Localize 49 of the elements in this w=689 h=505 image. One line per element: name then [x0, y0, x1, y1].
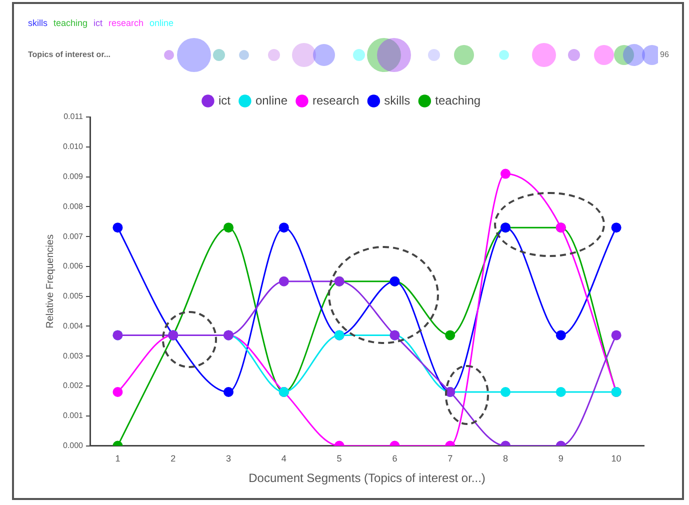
- y-tick-label: 0.006: [62, 262, 84, 271]
- text: teaching: [54, 18, 88, 28]
- text: online: [150, 18, 174, 28]
- point: [224, 222, 234, 233]
- y-tick-label: 0.001: [62, 411, 84, 420]
- x-tick-label: 3: [226, 454, 232, 464]
- y-axis-title: Relative Frequencies: [44, 234, 56, 328]
- y-tick-label: 0.003: [62, 351, 84, 360]
- y-tick-label: 0.005: [62, 292, 84, 301]
- text: research: [108, 18, 144, 28]
- point: [500, 386, 511, 397]
- x-axis-title: Document Segments (Topics of interest or...): [248, 471, 486, 486]
- x-tick-label: 6: [392, 454, 398, 464]
- x-tick-label: 1: [115, 454, 120, 464]
- point: [278, 276, 289, 286]
- y-tick-label: 0.000: [62, 441, 84, 450]
- y-tick-label: 0.004: [62, 321, 84, 330]
- point: [500, 168, 511, 179]
- legend-label: teaching: [435, 93, 481, 108]
- point: [224, 386, 234, 397]
- point: [112, 222, 123, 233]
- x-tick-label: 9: [558, 454, 564, 464]
- point: [278, 222, 289, 233]
- point: [611, 330, 622, 340]
- y-tick-label: 0.008: [62, 202, 84, 211]
- y-tick-label: 0.010: [62, 142, 84, 152]
- x-tick-label: 2: [170, 454, 176, 464]
- x-tick-label: 7: [448, 454, 453, 464]
- text: ict: [94, 18, 103, 28]
- text: 96: [660, 50, 669, 59]
- x-tick-label: 5: [336, 454, 342, 464]
- point: [556, 386, 566, 397]
- legend-label: research: [312, 93, 360, 108]
- legend-label: skills: [384, 93, 410, 108]
- point: [112, 386, 123, 397]
- x-tick-label: 8: [502, 454, 508, 464]
- point: [556, 330, 566, 340]
- text: skills: [28, 18, 48, 28]
- x-tick-label: 10: [611, 454, 622, 464]
- text: Topics of interest or...: [28, 50, 111, 59]
- legend-label: ict: [218, 93, 232, 108]
- y-tick-label: 0.009: [62, 172, 84, 181]
- y-tick-label: 0.007: [62, 232, 84, 241]
- legend-label: online: [255, 93, 288, 108]
- point: [611, 222, 622, 233]
- y-tick-label: 0.002: [62, 381, 84, 390]
- x-tick-label: 4: [281, 454, 286, 464]
- point: [445, 330, 456, 340]
- y-tick-label: 0.011: [64, 112, 84, 122]
